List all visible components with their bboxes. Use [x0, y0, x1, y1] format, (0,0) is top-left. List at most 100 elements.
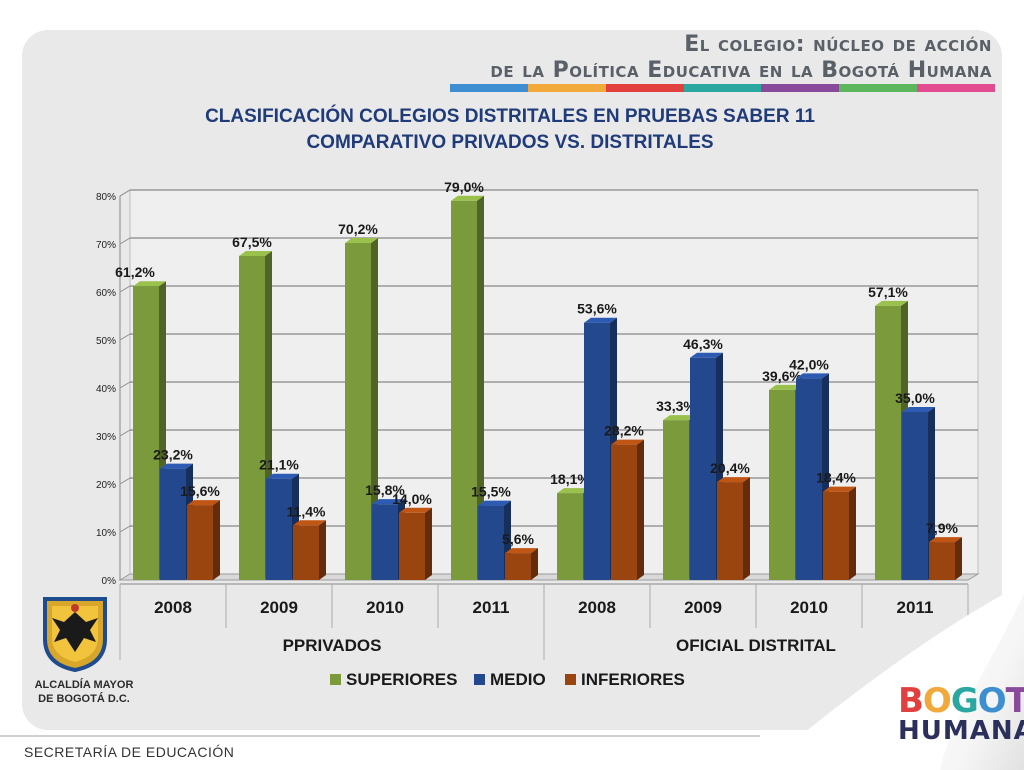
bar-superiores — [345, 243, 371, 581]
bar-medio — [372, 504, 398, 580]
bar-top — [345, 238, 378, 244]
data-label: 35,0% — [895, 390, 935, 406]
group-label: PPRIVADOS — [283, 636, 382, 655]
gridline-depth — [119, 285, 131, 293]
brand-humana: HUMANA — [898, 716, 1024, 746]
y-tick-label: 0% — [102, 576, 117, 587]
y-tick-label: 70% — [96, 240, 116, 251]
alcaldia-label: ALCALDÍA MAYOR DE BOGOTÁ D.C. — [24, 678, 144, 706]
bar-top — [611, 439, 644, 445]
bar-superiores — [133, 286, 159, 580]
bar-top — [769, 384, 802, 390]
bar-medio — [902, 412, 928, 580]
bar-top — [187, 500, 220, 506]
brand-letter: B — [898, 681, 924, 721]
data-label: 15,5% — [471, 484, 511, 500]
bar-superiores — [239, 256, 265, 580]
bar-side — [477, 195, 484, 581]
chart-title-block: CLASIFICACIÓN COLEGIOS DISTRITALES EN PR… — [150, 104, 870, 156]
bar-top — [451, 195, 484, 201]
gridline-depth — [119, 333, 131, 341]
data-label: 18,4% — [816, 470, 856, 486]
data-label: 15,8% — [365, 482, 405, 498]
color-strip — [450, 84, 996, 92]
bar-superiores — [769, 389, 795, 580]
bar-top — [293, 520, 326, 526]
page-curl-decoration — [760, 583, 1024, 770]
legend-swatch — [565, 674, 576, 685]
bar-inferiores — [399, 512, 425, 580]
bar-top — [929, 537, 962, 543]
chart-title: CLASIFICACIÓN COLEGIOS DISTRITALES EN PR… — [205, 106, 815, 127]
y-tick-label: 60% — [96, 288, 116, 299]
gridline-depth — [119, 525, 131, 533]
strip-segment — [527, 84, 606, 92]
bar-inferiores — [293, 525, 319, 580]
data-label: 33,3% — [656, 398, 696, 414]
category-label: 2009 — [260, 598, 298, 617]
data-label: 28,2% — [604, 423, 644, 439]
y-tick-label: 50% — [96, 336, 116, 347]
footer-text: SECRETARÍA DE EDUCACIÓN — [24, 744, 235, 760]
header-line-1: El colegio: núcleo de acción — [684, 32, 992, 57]
bar-top — [160, 463, 193, 469]
bar-inferiores — [717, 482, 743, 580]
gridline-depth — [119, 237, 131, 245]
strip-segment — [917, 84, 996, 92]
strip-segment — [450, 84, 528, 92]
slide-header: El colegio: núcleo de acción de la Polít… — [490, 32, 992, 84]
bar-medio — [796, 378, 822, 580]
data-label: 46,3% — [683, 336, 723, 352]
category-label: 2011 — [897, 598, 934, 617]
brand-letter: O — [977, 681, 1007, 721]
bar-side — [531, 548, 538, 580]
alcaldia-line-1: ALCALDÍA MAYOR — [34, 679, 134, 691]
bar-inferiores — [505, 553, 531, 580]
bar-top — [478, 500, 511, 506]
legend-label: INFERIORES — [581, 670, 685, 689]
strip-segment — [839, 84, 918, 92]
data-label: 21,1% — [259, 457, 299, 473]
bar-top — [372, 499, 405, 505]
category-label: 2008 — [578, 598, 616, 617]
bar-top — [133, 281, 166, 287]
brand-bogota: BOGOTÁ — [898, 684, 1024, 718]
bar-side — [928, 407, 935, 580]
bar-medio — [584, 322, 610, 580]
header-line-2: de la Política Educativa en la Bogotá Hu… — [490, 58, 992, 83]
legend-swatch — [330, 674, 341, 685]
bar-medio — [266, 478, 292, 580]
category-label: 2010 — [790, 598, 828, 617]
data-label: 7,9% — [926, 520, 958, 536]
y-tick-label: 30% — [96, 432, 116, 443]
y-tick-label: 40% — [96, 384, 116, 395]
category-label: 2009 — [684, 598, 722, 617]
bar-top — [823, 486, 856, 492]
bar-top — [239, 251, 272, 256]
y-tick-label: 10% — [96, 528, 116, 539]
bar-side — [319, 520, 326, 580]
legend-swatch — [474, 674, 485, 685]
y-tick-label: 80% — [96, 192, 116, 203]
bar-top — [875, 300, 908, 306]
gridline-depth — [119, 429, 131, 437]
bar-inferiores — [823, 491, 849, 580]
data-label: 42,0% — [789, 356, 829, 372]
brand-letter: G — [950, 681, 979, 721]
bar-medio — [160, 468, 186, 580]
data-label: 23,2% — [153, 447, 193, 463]
bar-superiores — [663, 420, 689, 580]
strip-segment — [605, 84, 684, 92]
y-tick-label: 20% — [96, 480, 116, 491]
bar-side — [849, 486, 856, 580]
bar-top — [663, 415, 696, 421]
data-label: 39,6% — [762, 368, 802, 384]
brand-letter: O — [922, 681, 952, 721]
data-label: 20,4% — [710, 460, 750, 476]
data-label: 79,0% — [444, 179, 484, 195]
bar-superiores — [557, 493, 583, 580]
data-label: 57,1% — [868, 284, 908, 300]
data-label: 61,2% — [115, 264, 155, 280]
group-label: OFICIAL DISTRITAL — [676, 636, 836, 655]
